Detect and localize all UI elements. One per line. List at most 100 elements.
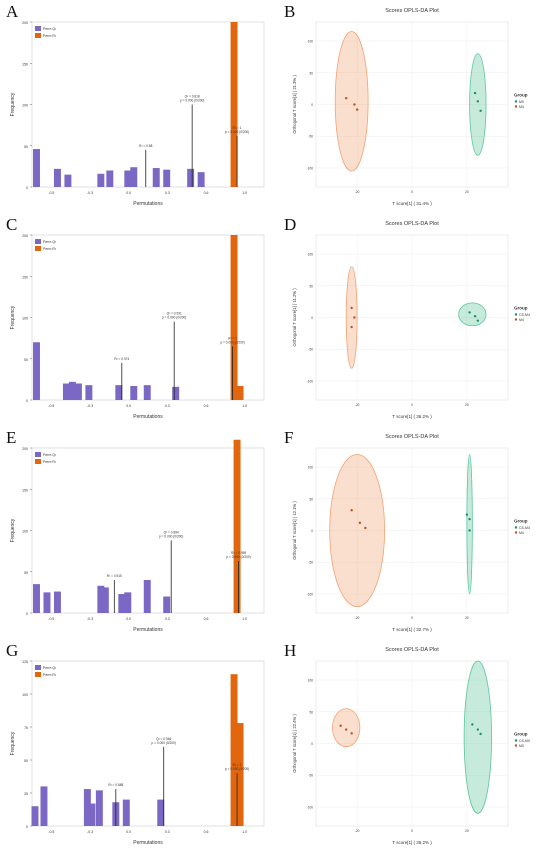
x-tick-label: 0.3 xyxy=(165,830,170,834)
x-tick-label: 1.0 xyxy=(242,404,247,408)
x-tick-label: 20 xyxy=(465,403,469,407)
score-point xyxy=(465,513,469,516)
q2-bar xyxy=(124,170,132,187)
x-axis-label: Permutations xyxy=(133,627,163,633)
q2-bar xyxy=(97,585,105,613)
y-tick-label: -100 xyxy=(307,805,314,809)
stem-label: Q² = 0.931 xyxy=(167,312,182,316)
q2-bar xyxy=(163,596,171,613)
legend-label: CS-M4 xyxy=(519,313,530,317)
y-tick-label: 50 xyxy=(24,571,28,575)
legend-label: Perm R² xyxy=(43,34,57,38)
legend-label: Perm Q² xyxy=(43,666,57,670)
q2-bar xyxy=(118,594,126,613)
q2-bar xyxy=(68,381,76,400)
score-point xyxy=(473,91,477,95)
confidence-ellipse xyxy=(332,708,361,748)
legend-label: Perm R² xyxy=(43,673,57,677)
x-tick-label: 0 xyxy=(411,829,413,833)
y-tick-label: 75 xyxy=(24,726,28,730)
y-tick-label: 50 xyxy=(24,358,28,362)
x-tick-label: 0.3 xyxy=(165,191,170,195)
score-point xyxy=(339,724,342,727)
y-tick-label: -100 xyxy=(307,166,314,170)
chart-title: Scores OPLS-DA Plot xyxy=(385,434,439,440)
y-tick-label: -100 xyxy=(307,592,314,596)
x-tick-label: 0 xyxy=(411,616,413,620)
x-tick-label: 0.3 xyxy=(165,617,170,621)
legend-label: M4 xyxy=(519,105,524,109)
x-axis-label: T score[1] ( 32.7% ) xyxy=(392,627,432,632)
y-tick-label: -50 xyxy=(308,348,313,352)
y-tick-label: 0 xyxy=(26,825,28,829)
q2-bar xyxy=(187,168,195,187)
q2-bar xyxy=(124,592,132,613)
x-axis-label: T score[1] ( 35.2% ) xyxy=(392,840,432,845)
x-tick-label: -0.3 xyxy=(87,404,93,408)
y-tick-label: 100 xyxy=(308,40,314,44)
r2-bar xyxy=(236,723,244,826)
chart-svg: 0 50 100 150 200 -0.5 -0.3 0.0 0.3 0.6 1.0 Permutat… xyxy=(10,234,265,420)
stem-label: R² = 0.915 xyxy=(107,574,122,578)
legend-label: Perm R² xyxy=(43,460,57,464)
score-point xyxy=(471,723,474,726)
y-tick-label: 150 xyxy=(22,488,28,492)
y-tick-label: 100 xyxy=(308,253,314,257)
q2-bar xyxy=(163,169,171,187)
legend-title: Group xyxy=(514,306,528,311)
chart-svg: Scores OPLS-DA Plot -100 -50 0 50 100 -20 0 20 T … xyxy=(292,647,530,845)
y-tick-label: 50 xyxy=(309,284,313,288)
legend-label: M4 xyxy=(519,318,524,322)
y-tick-label: 100 xyxy=(22,693,28,697)
score-point xyxy=(350,508,353,512)
q2-bar xyxy=(74,383,82,400)
score-point xyxy=(353,316,356,319)
y-tick-label: 0 xyxy=(26,612,28,616)
legend-dot xyxy=(514,100,518,103)
score-point xyxy=(479,109,482,113)
chart-svg: 0 50 100 150 200 -0.5 -0.3 0.0 0.3 0.6 1.0 Permutat… xyxy=(10,21,265,207)
y-tick-label: 100 xyxy=(22,530,28,534)
legend-swatch xyxy=(35,239,41,244)
y-tick-label: 0 xyxy=(311,103,313,107)
r2-bar xyxy=(233,439,241,613)
x-tick-label: -0.3 xyxy=(87,191,93,195)
score-point xyxy=(350,325,353,329)
panel-b: B Scores OPLS-DA Plot -100 -50 0 50 100 -20 0 20 T… xyxy=(282,0,548,213)
q2-bar xyxy=(106,170,114,187)
y-tick-label: 100 xyxy=(22,104,28,108)
y-axis-label: Frequency xyxy=(10,92,16,116)
panel-a: A 0 50 100 150 200 -0.5 -0.3 0.0 0.3 0.6 1.0 Permuta… xyxy=(4,0,270,213)
q2-bar xyxy=(33,584,40,613)
x-axis-label: Permutations xyxy=(133,840,163,846)
q2-bar xyxy=(152,168,160,187)
score-point xyxy=(344,728,348,731)
y-tick-label: 0 xyxy=(311,529,313,533)
score-point xyxy=(364,526,367,530)
stem-label: p = 0.000 (0/200) xyxy=(220,340,244,344)
legend-label: M0 xyxy=(519,744,524,748)
panel-letter: H xyxy=(284,641,297,660)
score-point xyxy=(473,315,477,318)
y-axis-label: Orthogonal T score[1] ( 12.1% ) xyxy=(292,501,297,560)
stem-label: R² = 1 xyxy=(233,763,242,767)
stem-label: R² = 0.88 xyxy=(139,144,152,148)
x-tick-label: 1.0 xyxy=(242,617,247,621)
panel-c: C 0 50 100 150 200 -0.5 -0.3 0.0 0.3 0.6 1.0 Permuta… xyxy=(4,213,270,426)
legend-dot xyxy=(514,531,518,534)
y-axis-label: Orthogonal T score[1] ( 21.3% ) xyxy=(292,75,297,134)
score-point xyxy=(476,100,480,103)
q2-bar xyxy=(53,591,61,613)
x-tick-label: -0.3 xyxy=(87,617,93,621)
q2-bar xyxy=(31,806,39,826)
panel-letter: G xyxy=(6,641,19,660)
score-point xyxy=(353,103,356,106)
stem-label: p = 0.000 (0/200) xyxy=(180,99,204,103)
x-tick-label: -20 xyxy=(355,829,360,833)
r2-bar xyxy=(230,235,238,400)
legend-dot xyxy=(514,744,518,747)
stem-label: p = 0.000 (0/200) xyxy=(225,130,249,134)
y-tick-label: 0 xyxy=(26,399,28,403)
score-point xyxy=(344,96,348,100)
stem-label: R² = 0.998 xyxy=(231,551,246,555)
